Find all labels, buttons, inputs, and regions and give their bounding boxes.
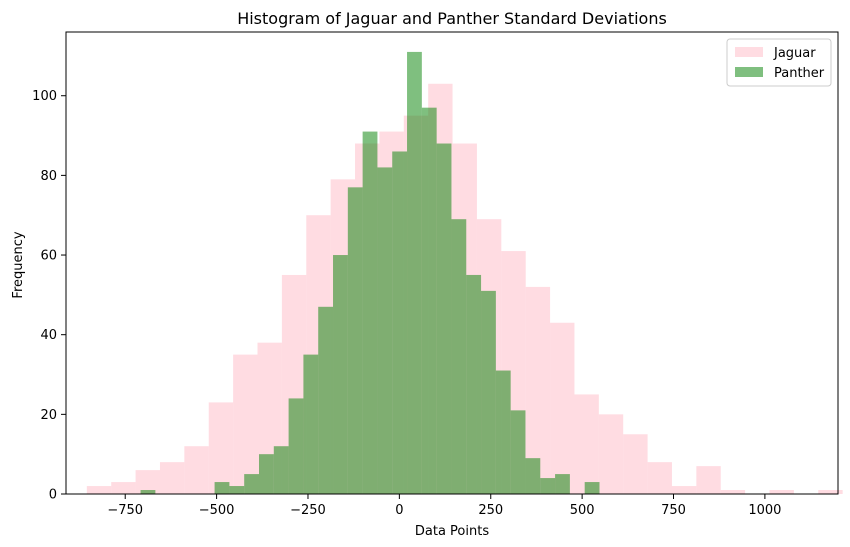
y-tick-label: 80 [40, 169, 57, 184]
bar-jaguar-22 [623, 434, 648, 494]
bar-panther-13 [333, 255, 348, 494]
bar-panther-24 [495, 370, 511, 494]
x-tick-label: −250 [290, 503, 326, 518]
bar-panther-22 [466, 274, 482, 494]
bar-panther-19 [421, 107, 437, 494]
legend-label-jaguar: Jaguar [773, 46, 816, 61]
bar-panther-12 [318, 306, 334, 494]
bar-jaguar-24 [671, 486, 697, 494]
y-axis-label: Frequency [11, 231, 26, 298]
axes-layer: −750 −500 −250 0 250 500 750 1000 0 20 40 60 80 100 [32, 31, 839, 518]
bar-jaguar-25 [696, 466, 721, 494]
x-tick-label: 1000 [748, 503, 781, 518]
bar-panther-15 [362, 131, 378, 494]
bar-panther-20 [436, 143, 452, 494]
bar-jaguar-30 [818, 490, 843, 494]
bar-panther-6 [229, 486, 245, 494]
bar-panther-10 [288, 398, 304, 494]
x-tick-label: 250 [478, 503, 503, 518]
legend: Jaguar Panther [726, 38, 832, 87]
bar-panther-30 [584, 482, 600, 494]
bar-panther-17 [392, 151, 408, 494]
bar-panther-11 [303, 354, 319, 494]
bar-panther-5 [214, 482, 230, 494]
plot-frame [65, 31, 839, 495]
bar-jaguar-20 [574, 394, 599, 494]
bar-jaguar-23 [647, 462, 672, 494]
bar-jaguar-19 [550, 322, 575, 494]
bar-panther-7 [244, 474, 259, 494]
bar-panther-25 [510, 410, 526, 494]
chart-title: Histogram of Jaguar and Panther Standard… [237, 9, 667, 28]
x-axis-label: Data Points [415, 524, 489, 539]
bar-jaguar-1 [111, 482, 136, 494]
y-tick-label: 40 [40, 328, 57, 343]
x-tick-label: −500 [199, 503, 235, 518]
bar-panther-18 [407, 51, 422, 495]
bar-jaguar-0 [86, 486, 112, 494]
bar-panther-14 [347, 187, 363, 495]
bars-layer [86, 51, 843, 495]
x-tick-label: −750 [107, 503, 143, 518]
bar-panther-28 [555, 474, 570, 494]
legend-swatch-jaguar [735, 47, 763, 57]
bar-panther-9 [273, 446, 289, 494]
y-tick-label: 100 [32, 89, 57, 104]
bar-jaguar-6 [233, 354, 258, 494]
bar-panther-16 [377, 167, 393, 494]
bar-jaguar-2 [135, 470, 160, 494]
bar-jaguar-26 [720, 490, 746, 494]
y-tick-label: 0 [49, 488, 57, 503]
bar-panther-8 [259, 454, 274, 494]
y-tick-label: 60 [40, 249, 57, 264]
x-tick-label: 750 [661, 503, 686, 518]
bar-jaguar-5 [208, 402, 234, 494]
y-tick-label: 20 [40, 408, 57, 423]
legend-swatch-panther [735, 67, 763, 77]
bar-jaguar-3 [159, 462, 185, 494]
x-tick-label: 500 [570, 503, 595, 518]
bar-jaguar-4 [184, 446, 209, 494]
legend-label-panther: Panther [774, 66, 825, 81]
bar-panther-21 [451, 219, 467, 495]
x-tick-label: 0 [395, 503, 403, 518]
bar-jaguar-28 [769, 490, 794, 494]
bar-jaguar-21 [598, 414, 624, 494]
bar-panther-26 [525, 458, 541, 494]
bar-panther-27 [540, 478, 556, 494]
bar-panther-0 [140, 490, 156, 494]
bar-panther-23 [481, 290, 496, 494]
